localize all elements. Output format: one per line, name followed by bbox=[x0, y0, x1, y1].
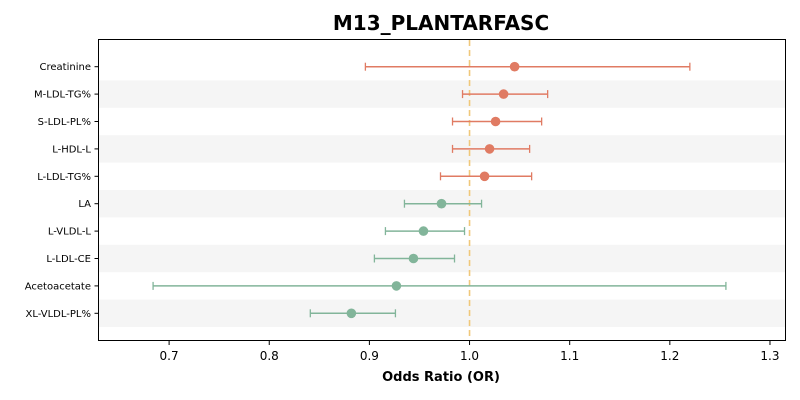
x-tick-label: 1.1 bbox=[560, 349, 579, 363]
y-tick-label: LA bbox=[78, 199, 91, 210]
y-tick-label: Acetoacetate bbox=[25, 281, 91, 292]
point-estimate bbox=[418, 226, 429, 236]
x-axis-label: Odds Ratio (OR) bbox=[382, 370, 500, 385]
y-tick-label: Creatinine bbox=[40, 62, 91, 73]
x-tick-label: 1.3 bbox=[760, 349, 779, 363]
point-estimate bbox=[498, 89, 509, 99]
point-estimate bbox=[479, 171, 490, 182]
point-estimate bbox=[391, 281, 402, 291]
point-estimate bbox=[509, 61, 520, 72]
point-estimate bbox=[436, 198, 447, 209]
chart-title: M13_PLANTARFASC bbox=[333, 11, 549, 35]
x-tick-label: 0.9 bbox=[360, 349, 379, 363]
y-tick-label: L-HDL-L bbox=[52, 144, 91, 155]
row-shading-group bbox=[99, 80, 785, 327]
point-estimate bbox=[408, 253, 419, 264]
x-tick-label: 1.2 bbox=[660, 349, 679, 363]
x-tick-label: 1.0 bbox=[460, 349, 479, 363]
y-axis-ticks: Creatinine M-LDL-TG% S-LDL-PL% L-HDL-L L-LDL… bbox=[25, 62, 99, 320]
y-tick-label: M-LDL-TG% bbox=[34, 90, 91, 101]
point-estimates-group bbox=[346, 61, 520, 319]
plot-frame bbox=[98, 39, 786, 341]
y-tick-label: L-VLDL-L bbox=[48, 227, 92, 238]
x-tick-label: 0.7 bbox=[160, 349, 179, 363]
row-shade bbox=[99, 299, 785, 327]
y-tick-label: L-LDL-CE bbox=[46, 254, 91, 265]
y-tick-label: S-LDL-PL% bbox=[38, 117, 91, 128]
point-estimate bbox=[484, 144, 495, 154]
row-shade bbox=[99, 135, 785, 163]
point-estimate bbox=[346, 308, 357, 319]
x-axis-ticks: 0.7 0.8 0.9 1.0 1.1 1.2 1.3 bbox=[160, 340, 780, 363]
error-bars-group bbox=[152, 62, 727, 318]
x-tick-label: 0.8 bbox=[260, 349, 279, 363]
row-shade bbox=[99, 80, 785, 108]
point-estimate bbox=[490, 116, 501, 127]
y-tick-label: XL-VLDL-PL% bbox=[26, 309, 92, 320]
y-tick-label: L-LDL-TG% bbox=[37, 172, 91, 183]
